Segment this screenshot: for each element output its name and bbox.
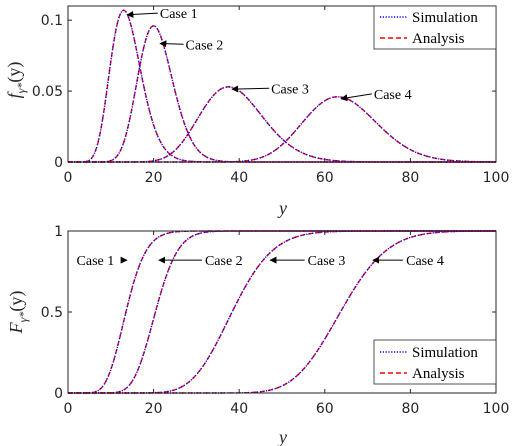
- pdf-xtick-label-5: 100: [483, 170, 510, 186]
- cdf-simulation-curve-4: [68, 230, 496, 394]
- cdf-legend-sim-label: Simulation: [412, 345, 478, 361]
- pdf-annotation-label-4: Case 4: [374, 88, 412, 103]
- pdf-ytick-label-2: 0.1: [41, 13, 63, 29]
- cdf-annotation-label-2: Case 2: [205, 254, 243, 269]
- pdf-xtick-label-2: 40: [230, 170, 248, 186]
- pdf-xtick-label-1: 20: [145, 170, 163, 186]
- pdf-annotation-label-3: Case 3: [271, 82, 309, 97]
- cdf-ytick-label-2: 1: [54, 224, 63, 240]
- pdf-annotation-arrow-2: [159, 40, 184, 48]
- pdf-simulation-curve-4: [68, 96, 496, 163]
- pdf-xtick-label-3: 60: [316, 170, 334, 186]
- cdf-xtick-label-5: 100: [483, 401, 510, 417]
- cdf-xtick-label-2: 40: [230, 401, 248, 417]
- pdf-annotation-arrow-4: [340, 93, 372, 102]
- cdf-xtick-label-0: 0: [64, 401, 73, 417]
- cdf-annotation-label-4: Case 4: [406, 254, 444, 269]
- pdf-ytick-label-0: 0: [54, 155, 63, 171]
- pdf-plot-frame: [67, 5, 497, 163]
- pdf-annotation-label-2: Case 2: [186, 38, 224, 53]
- cdf-annotations: Case 1 Case 2 Case 3 Case 4: [77, 254, 444, 269]
- cdf-legend: Simulation Analysis: [373, 339, 497, 385]
- cdf-y-axis-label: Fγ*(y): [6, 291, 30, 335]
- cdf-legend-ana-label: Analysis: [412, 366, 465, 382]
- pdf-analysis-curve-3: [68, 86, 496, 163]
- cdf-xtick-label-1: 20: [145, 401, 163, 417]
- cdf-xtick-label-3: 60: [316, 401, 334, 417]
- cdf-annotation-label-3: Case 3: [308, 254, 346, 269]
- cdf-simulation-curve-3: [68, 230, 496, 394]
- cdf-x-axis-label: y: [277, 427, 287, 446]
- pdf-y-axis-label: fγ*(y): [4, 62, 28, 99]
- pdf-axis-ticks: 0 20 40 60 80 100 0 0.05 0.1: [32, 6, 510, 186]
- pdf-annotation-arrow-1: [126, 10, 158, 18]
- pdf-legend: Simulation Analysis: [373, 5, 497, 50]
- pdf-legend-box: [373, 5, 497, 50]
- cdf-xtick-label-4: 80: [401, 401, 419, 417]
- pdf-ytick-label-1: 0.05: [32, 84, 63, 100]
- pdf-annotation-arrow-3: [231, 85, 270, 93]
- pdf-legend-sim-label: Simulation: [412, 10, 478, 26]
- cdf-legend-box: [373, 339, 497, 385]
- cdf-axis-ticks: 0 20 40 60 80 100 0 0.5 1: [41, 224, 510, 417]
- pdf-annotations: Case 1 Case 2 Case 3 Case 4: [126, 7, 412, 103]
- pdf-xtick-label-4: 80: [401, 170, 419, 186]
- pdf-xtick-label-0: 0: [64, 170, 73, 186]
- pdf-legend-ana-label: Analysis: [412, 31, 465, 47]
- cdf-annotation-label-1: Case 1: [77, 254, 115, 269]
- pdf-x-axis-label: y: [277, 198, 287, 218]
- cdf-ytick-label-1: 0.5: [41, 305, 63, 321]
- pdf-simulation-curve-3: [68, 86, 496, 163]
- pdf-annotation-label-1: Case 1: [160, 7, 198, 22]
- cdf-ytick-label-0: 0: [54, 386, 63, 402]
